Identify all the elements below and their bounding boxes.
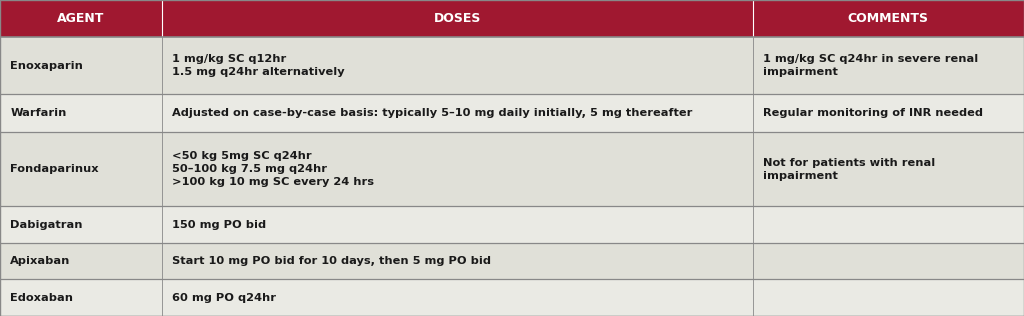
Bar (0, 132, 1024, 206)
Bar (0, 243, 1024, 279)
Bar (0, 206, 1024, 243)
Text: 60 mg PO q24hr: 60 mg PO q24hr (172, 293, 276, 303)
Text: Adjusted on case-by-case basis: typically 5–10 mg daily initially, 5 mg thereaft: Adjusted on case-by-case basis: typicall… (172, 108, 692, 118)
Bar (0, 279, 1024, 316)
Text: Apixaban: Apixaban (10, 256, 71, 266)
Text: Edoxaban: Edoxaban (10, 293, 74, 303)
Text: Fondaparinux: Fondaparinux (10, 164, 99, 174)
Text: Dabigatran: Dabigatran (10, 220, 83, 229)
Bar (0, 94, 1024, 132)
Bar (753, 0, 1024, 37)
Text: Not for patients with renal
impairment: Not for patients with renal impairment (763, 158, 935, 180)
Text: 1 mg/kg SC q12hr
1.5 mg q24hr alternatively: 1 mg/kg SC q12hr 1.5 mg q24hr alternativ… (172, 54, 345, 77)
Text: <50 kg 5mg SC q24hr
50–100 kg 7.5 mg q24hr
>100 kg 10 mg SC every 24 hrs: <50 kg 5mg SC q24hr 50–100 kg 7.5 mg q24… (172, 151, 374, 187)
Text: Enoxaparin: Enoxaparin (10, 61, 83, 71)
Bar (0, 0, 162, 37)
Text: DOSES: DOSES (433, 12, 481, 25)
Text: Regular monitoring of INR needed: Regular monitoring of INR needed (763, 108, 983, 118)
Bar (0, 37, 1024, 94)
Text: AGENT: AGENT (57, 12, 104, 25)
Text: Warfarin: Warfarin (10, 108, 67, 118)
Text: 1 mg/kg SC q24hr in severe renal
impairment: 1 mg/kg SC q24hr in severe renal impairm… (763, 54, 978, 77)
Text: 150 mg PO bid: 150 mg PO bid (172, 220, 266, 229)
Text: Start 10 mg PO bid for 10 days, then 5 mg PO bid: Start 10 mg PO bid for 10 days, then 5 m… (172, 256, 492, 266)
Text: COMMENTS: COMMENTS (848, 12, 929, 25)
Bar (162, 0, 753, 37)
